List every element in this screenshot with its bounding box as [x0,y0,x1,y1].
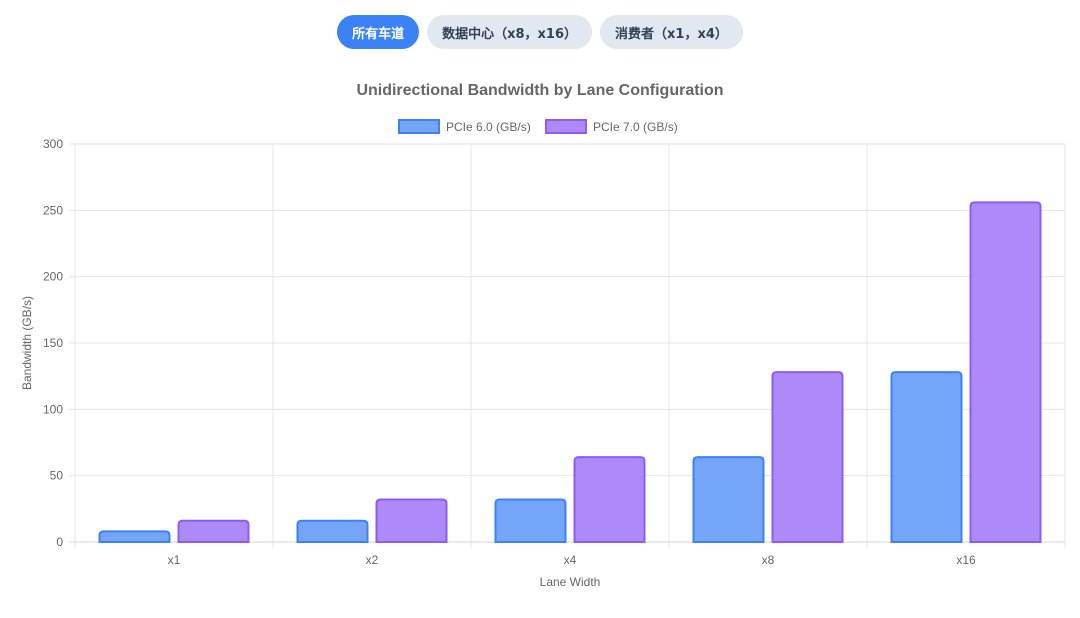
x-tick-label: x2 [366,553,379,567]
x-tick-label: x16 [956,553,976,567]
y-tick-label: 200 [43,270,63,284]
bar-pcie7-x8 [771,371,844,543]
legend-swatch-pcie7 [545,119,587,134]
bar-pcie7-x2 [375,498,448,543]
legend-swatch-pcie6 [398,119,440,134]
bar-pcie6-x2 [296,519,369,543]
lane-filter-group: 所有车道 数据中心（x8，x16） 消费者（x1，x4） [0,15,1080,49]
y-tick-label: 50 [50,469,64,483]
x-tick-label: x8 [762,553,775,567]
y-axis-title: Bandwidth (GB/s) [20,296,34,390]
y-tick-label: 300 [43,137,63,151]
bar-pcie6-x8 [692,456,765,543]
filter-consumer-button[interactable]: 消费者（x1，x4） [600,15,743,49]
x-axis-title: Lane Width [540,575,601,589]
y-tick-label: 100 [43,402,63,416]
bar-pcie7-x1 [177,519,250,543]
chart-legend: PCIe 6.0 (GB/s) PCIe 7.0 (GB/s) [398,119,678,134]
chart-grid [69,143,1066,548]
legend-label-pcie7: PCIe 7.0 (GB/s) [593,120,678,134]
chart-bars [98,201,1042,543]
x-tick-label: x4 [564,553,577,567]
x-tick-label: x1 [168,553,181,567]
y-tick-label: 0 [56,535,63,549]
chart-title: Unidirectional Bandwidth by Lane Configu… [356,82,723,99]
y-axis-ticks: 0 50 100 150 200 250 300 [43,137,63,549]
x-axis-ticks: x1 x2 x4 x8 x16 [168,553,976,567]
y-tick-label: 250 [43,203,63,217]
y-tick-label: 150 [43,336,63,350]
filter-datacenter-button[interactable]: 数据中心（x8，x16） [427,15,593,49]
bar-pcie7-x4 [573,456,646,543]
bar-pcie7-x16 [969,201,1042,543]
legend-label-pcie6: PCIe 6.0 (GB/s) [446,120,531,134]
bar-pcie6-x16 [890,371,963,543]
bar-pcie6-x4 [494,498,567,543]
filter-all-lanes-button[interactable]: 所有车道 [337,15,420,49]
bar-pcie6-x1 [98,530,171,543]
